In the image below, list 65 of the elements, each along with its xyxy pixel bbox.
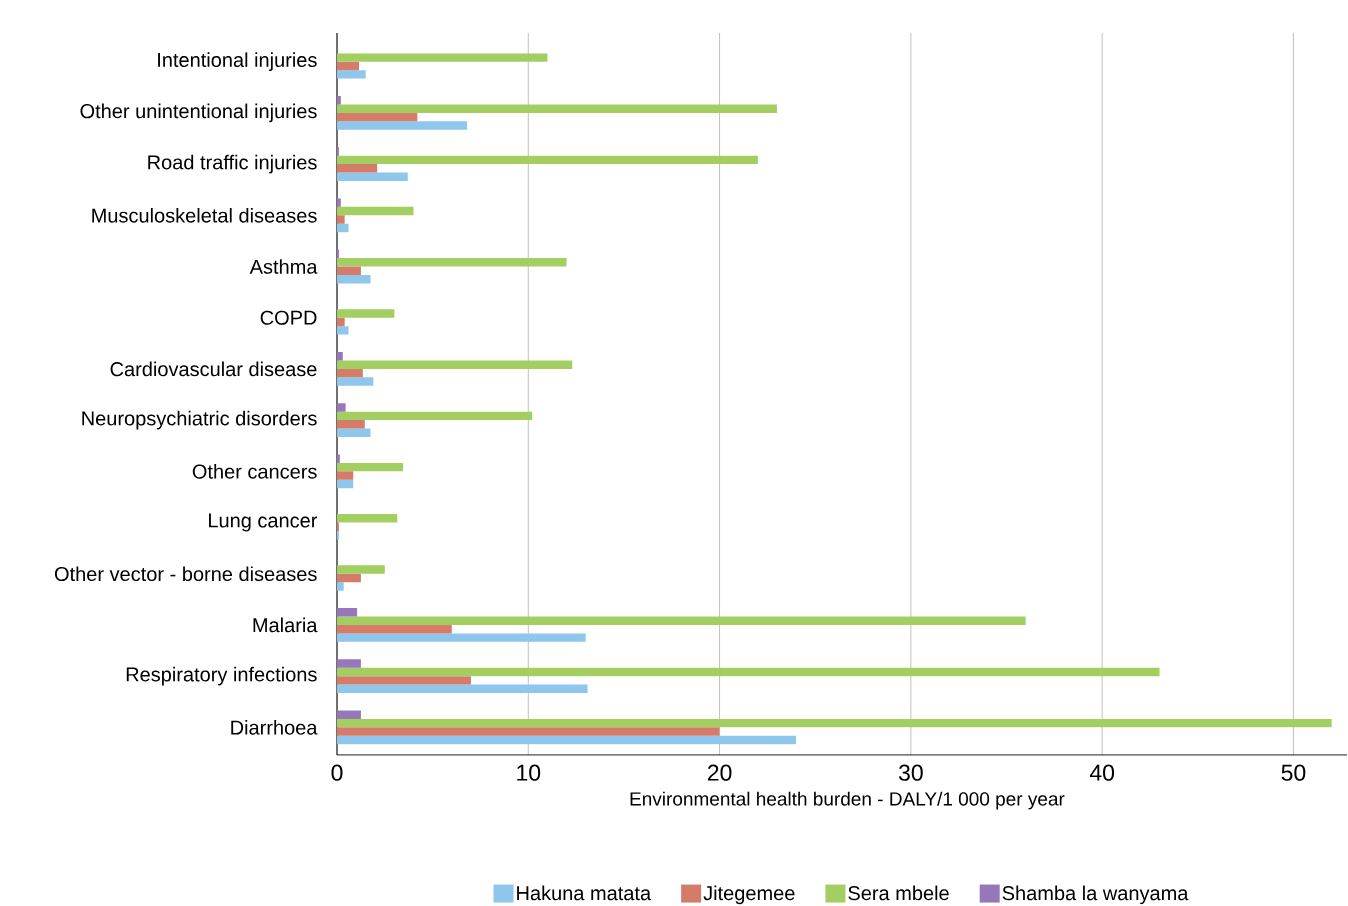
bar — [337, 258, 567, 267]
bar — [337, 633, 586, 642]
bar — [337, 471, 354, 480]
bar — [337, 53, 548, 62]
bar — [337, 667, 1160, 677]
bar — [337, 710, 361, 719]
bar — [337, 61, 359, 71]
bar — [337, 309, 395, 318]
y-tick-label: Asthma — [249, 259, 318, 274]
bar — [337, 659, 361, 668]
bar — [337, 727, 720, 736]
x-tick-label: 0 — [331, 764, 343, 781]
y-tick-label: Road traffic injuries — [148, 154, 317, 174]
bar — [337, 377, 374, 386]
y-tick-label: Musculoskeletal diseases — [92, 207, 317, 223]
bar — [337, 676, 471, 685]
bar — [337, 70, 366, 79]
bar — [337, 360, 573, 369]
y-tick-label: Lung cancer — [209, 513, 318, 532]
x-tick-label: 50 — [1281, 764, 1306, 781]
bar — [337, 266, 361, 275]
bar — [337, 274, 371, 284]
x-tick-label: 40 — [1089, 764, 1115, 781]
bar — [337, 164, 378, 173]
y-tick-label: Other unintentional injuries — [80, 103, 317, 123]
bar — [337, 326, 349, 335]
legend-label: Jitegemee — [703, 885, 795, 905]
legend-label: Sera mbele — [848, 885, 949, 901]
bar — [337, 565, 385, 574]
bar — [337, 428, 371, 438]
y-tick-label: Malaria — [253, 617, 318, 633]
bar — [337, 573, 361, 583]
bar — [337, 411, 533, 421]
x-tick-label: 30 — [898, 764, 923, 781]
bar — [337, 121, 468, 130]
y-tick-label: Other vector - borne diseases — [54, 566, 317, 582]
bar — [337, 684, 588, 694]
y-tick-label: Intentional injuries — [158, 52, 317, 72]
y-tick-label: Neuropsychiatric disorders — [82, 410, 317, 430]
bar — [337, 112, 418, 122]
x-tick-label: 10 — [517, 764, 541, 781]
y-tick-label: Other cancers — [192, 463, 317, 479]
bar — [337, 215, 345, 224]
bar — [337, 206, 414, 216]
bar — [337, 172, 408, 181]
legend-label: Shamba la wanyama — [1002, 885, 1189, 905]
bar — [337, 624, 452, 634]
y-tick-label: COPD — [260, 310, 317, 325]
y-tick-label: Diarrhoea — [231, 720, 318, 735]
bar — [337, 735, 797, 745]
bar — [337, 368, 363, 378]
y-tick-label: Respiratory infections — [126, 666, 317, 686]
x-tick-label: 20 — [707, 764, 732, 781]
bar — [337, 104, 777, 113]
legend-label: Hakuna matata — [517, 885, 652, 901]
bar — [337, 403, 346, 412]
bar — [337, 155, 758, 165]
bar — [337, 420, 365, 429]
bar — [337, 718, 1332, 728]
bar — [337, 462, 403, 472]
bar — [337, 514, 398, 523]
y-tick-label: Cardiovascular disease — [110, 361, 317, 377]
bar — [337, 616, 1026, 625]
bar — [337, 582, 344, 591]
x-axis-title: Environmental health burden - DALY/1 000 per year — [630, 791, 1065, 810]
